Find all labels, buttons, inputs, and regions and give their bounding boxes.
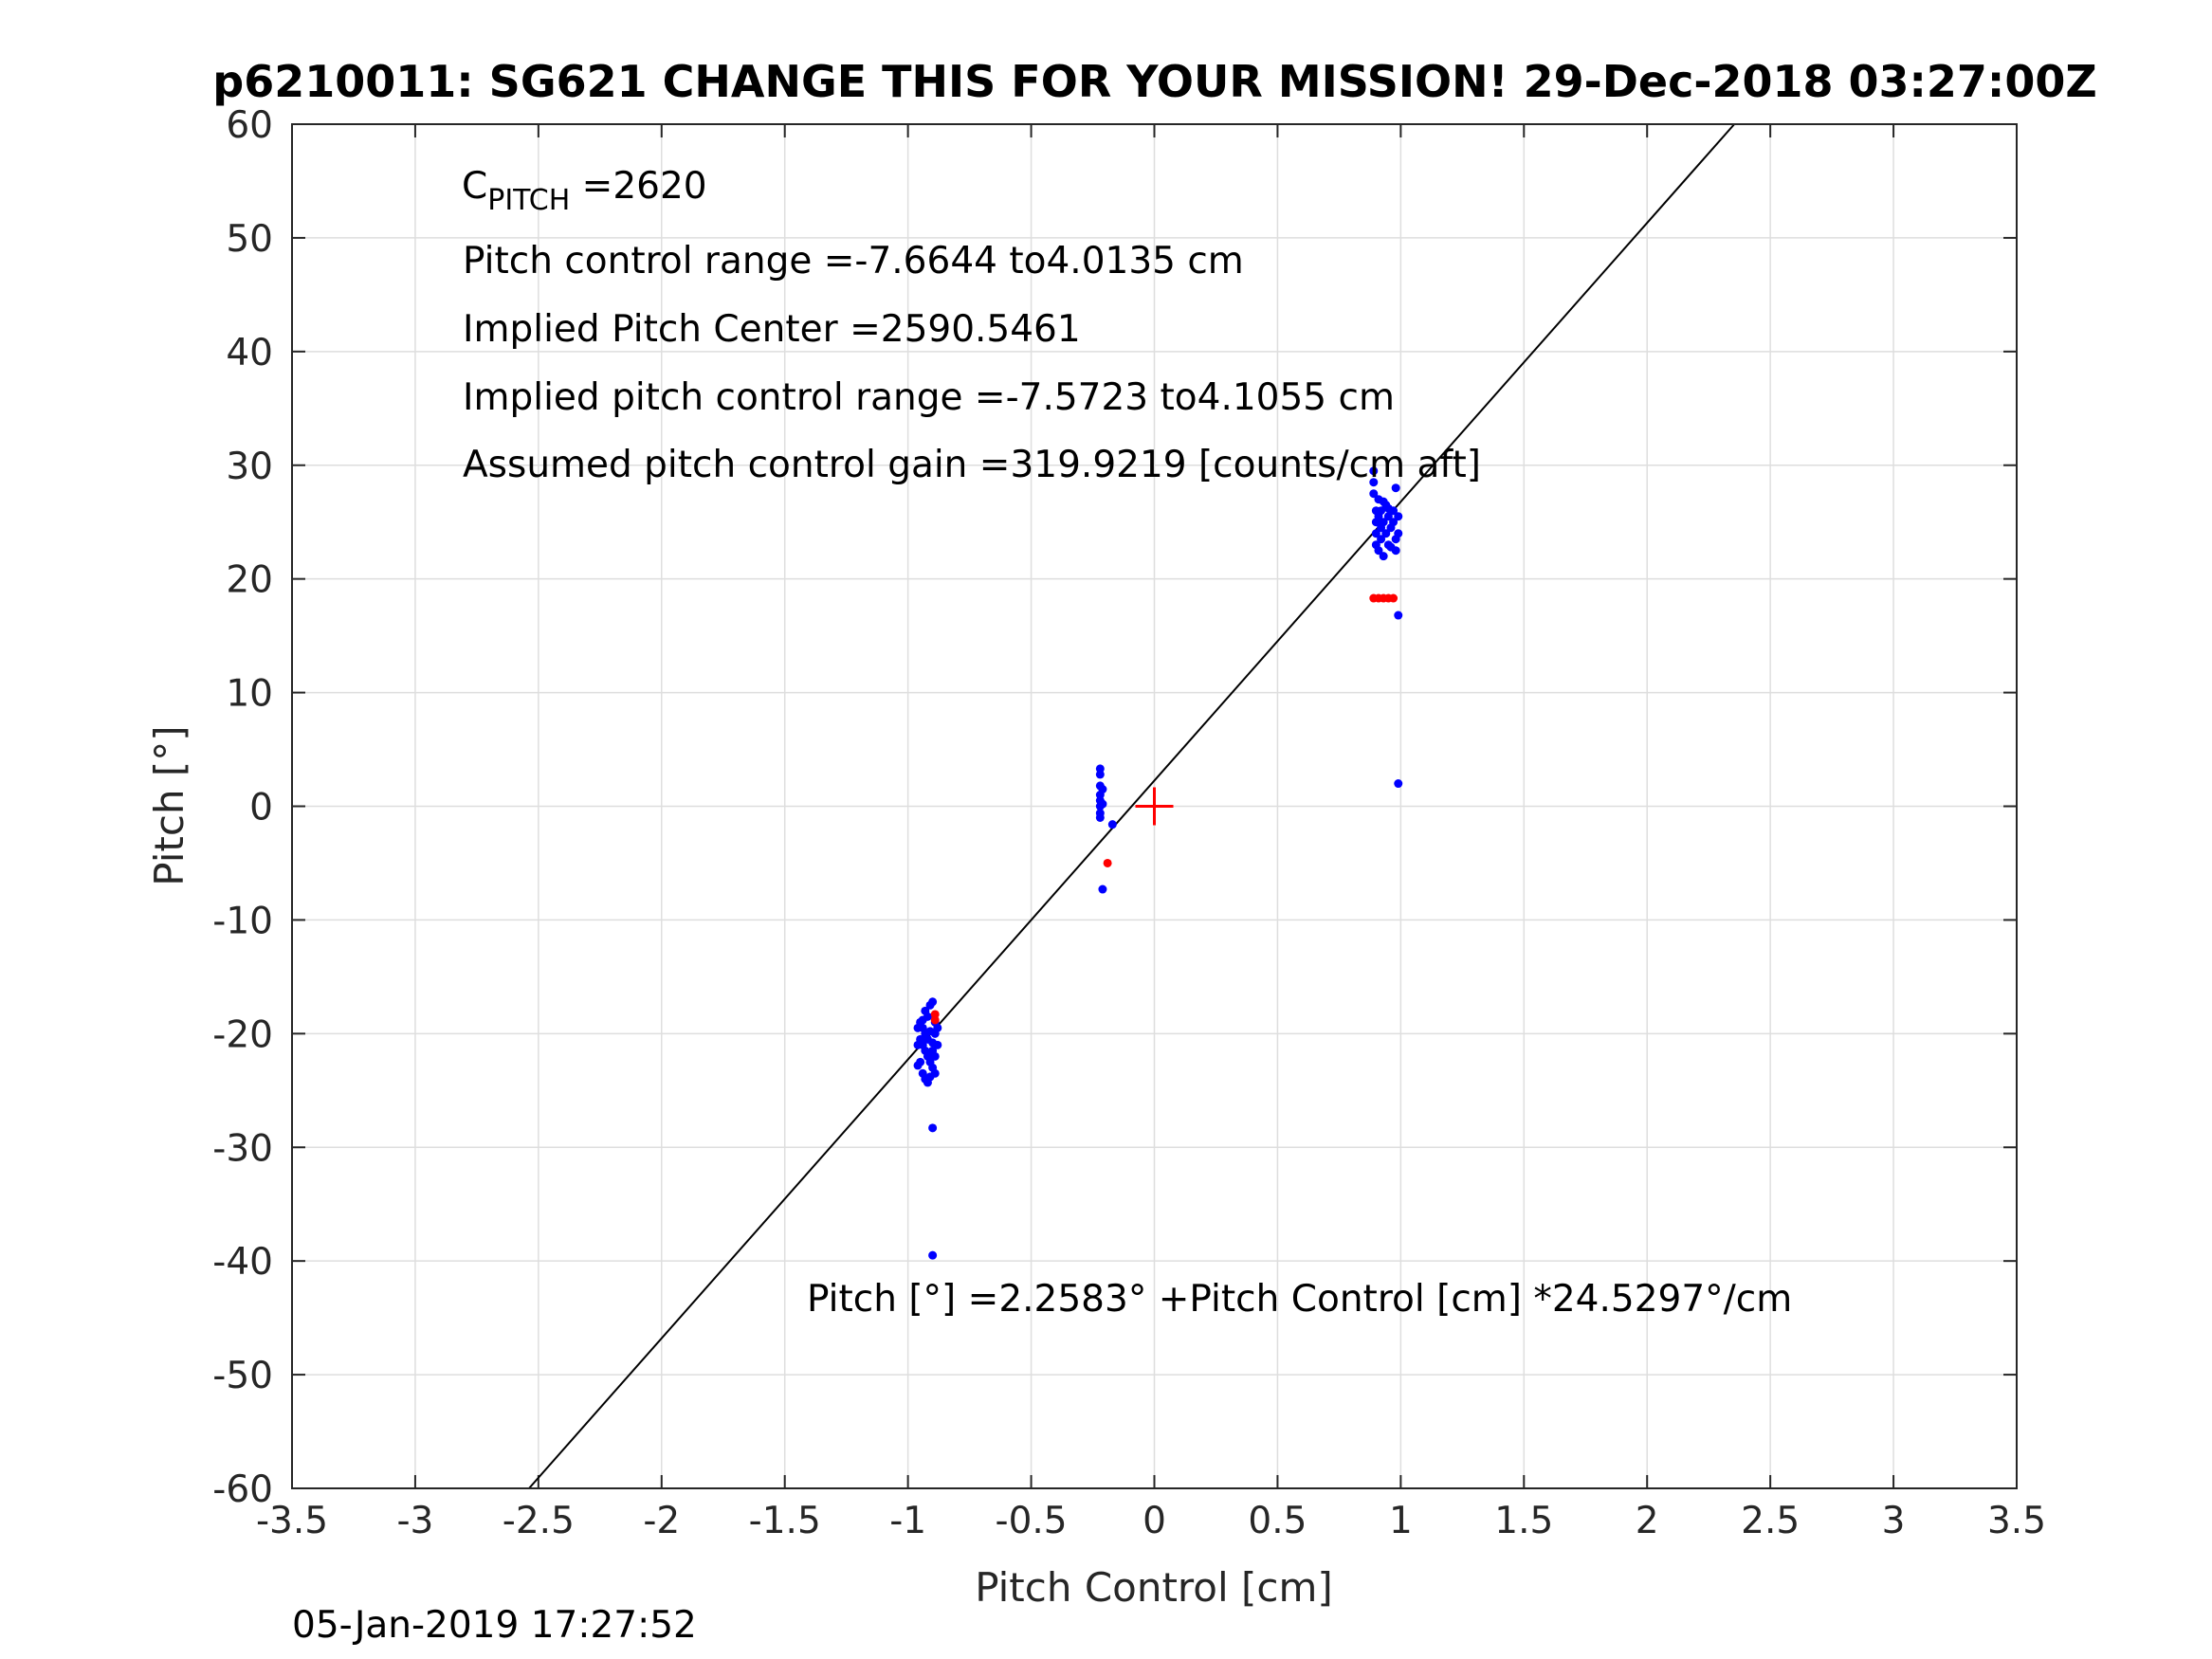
data-point-blue (1394, 611, 1403, 620)
data-point-blue (933, 1040, 942, 1049)
x-tick-label: 0 (1143, 1500, 1166, 1542)
data-point-blue (933, 1023, 942, 1032)
data-point-blue (1369, 478, 1379, 487)
data-point-red (1389, 593, 1398, 603)
data-point-blue (1095, 770, 1105, 779)
data-point-blue (913, 1040, 923, 1049)
annotation-cpitch-value: =2620 (570, 165, 706, 208)
x-tick-label: 2.5 (1741, 1500, 1800, 1542)
data-point-blue (928, 997, 938, 1007)
x-tick-label: -2 (643, 1500, 680, 1542)
data-point-blue (1379, 497, 1388, 506)
data-point-blue (1391, 546, 1400, 556)
data-point-blue (1383, 503, 1393, 513)
data-point-red (1103, 858, 1112, 867)
annotation-range: Pitch control range =-7.6644 to4.0135 cm (463, 240, 1244, 283)
y-tick-label: -40 (212, 1241, 273, 1284)
x-tick-label: 0.5 (1248, 1500, 1307, 1542)
data-point-blue (1098, 799, 1107, 809)
y-tick-labels: 60 50 40 30 20 10 0 -10 -20 -30 -40 -50 -60 (212, 104, 273, 1511)
y-tick-label: 50 (226, 218, 273, 261)
data-point-blue (1383, 512, 1393, 521)
chart-title: p6210011: SG621 CHANGE THIS FOR YOUR MIS… (212, 56, 2096, 107)
data-point-blue (1377, 535, 1386, 544)
data-point-blue (928, 1250, 938, 1260)
annotation-cpitch-main: C (462, 165, 487, 208)
data-point-blue (1095, 812, 1105, 822)
y-tick-label: -50 (212, 1355, 273, 1397)
data-point-blue (1107, 820, 1117, 830)
data-point-blue (930, 1051, 940, 1061)
y-axis-label: Pitch [°] (146, 725, 192, 885)
data-point-blue (913, 1061, 923, 1070)
annotation-cpitch: CPITCH =2620 (462, 165, 707, 217)
data-point-blue (1377, 506, 1386, 516)
data-point-blue (913, 1023, 923, 1032)
x-tick-label: -0.5 (996, 1500, 1068, 1542)
fit-line (528, 123, 1735, 1489)
x-tick-label: -3.5 (256, 1500, 328, 1542)
data-point-blue (1374, 546, 1383, 556)
annotation-implied-range: Implied pitch control range =-7.5723 to4… (463, 376, 1395, 419)
data-point-blue (1394, 512, 1403, 521)
data-point-blue (1098, 884, 1107, 894)
data-point-blue (1381, 529, 1391, 538)
data-point-blue (1394, 779, 1403, 789)
data-point-blue (923, 1034, 932, 1044)
y-tick-label: -20 (212, 1013, 273, 1056)
data-point-blue (1371, 529, 1380, 538)
x-tick-label: 3 (1882, 1500, 1906, 1542)
y-tick-label: 20 (226, 559, 273, 602)
y-tick-label: 40 (226, 332, 273, 374)
data-point-blue (1379, 518, 1388, 527)
y-tick-label: 60 (226, 104, 273, 147)
data-point-blue (1369, 466, 1379, 476)
center-marker (1135, 787, 1174, 826)
x-tick-label: 3.5 (1987, 1500, 2046, 1542)
data-point-blue (928, 1123, 938, 1133)
annotation-cpitch-subscript: PITCH (487, 184, 570, 217)
y-tick-label: -10 (212, 900, 273, 942)
x-tick-label: 1 (1389, 1500, 1413, 1542)
annotation-equation: Pitch [°] =2.2583° +Pitch Control [cm] *… (807, 1278, 1792, 1321)
x-tick-label: 1.5 (1494, 1500, 1553, 1542)
data-point-blue (921, 1006, 930, 1015)
x-tick-label: -3 (396, 1500, 433, 1542)
data-point-blue (1391, 483, 1400, 493)
annotation-center: Implied Pitch Center =2590.5461 (463, 308, 1081, 351)
data-point-blue (925, 1027, 935, 1036)
data-point-blue (1394, 529, 1403, 538)
data-points (913, 466, 1403, 1260)
y-tick-label: 0 (249, 787, 273, 830)
data-point-blue (918, 1015, 927, 1025)
x-tick-label: 2 (1636, 1500, 1659, 1542)
x-tick-label: -2.5 (503, 1500, 575, 1542)
x-tick-label: -1.5 (749, 1500, 821, 1542)
data-point-blue (1369, 489, 1379, 499)
plot-frame (291, 123, 2018, 1489)
data-point-blue (1389, 518, 1398, 527)
y-tick-label: -60 (212, 1468, 273, 1511)
x-tick-label: -1 (889, 1500, 926, 1542)
annotations: CPITCH =2620 Pitch control range =-7.664… (462, 165, 1792, 1321)
data-point-blue (1098, 785, 1107, 794)
y-tick-label: 10 (226, 673, 273, 716)
annotation-gain: Assumed pitch control gain =319.9219 [co… (463, 444, 1481, 486)
fit-line-group (528, 123, 1735, 1489)
data-point-blue (930, 1068, 940, 1078)
data-point-blue (1379, 552, 1388, 561)
x-tick-labels: -3.5 -3 -2.5 -2 -1.5 -1 -0.5 0 0.5 1 1.5 2 2.5 3 3.5 (256, 1500, 2046, 1542)
y-tick-label: 30 (226, 446, 273, 488)
data-point-red (930, 1015, 940, 1025)
x-axis-label: Pitch Control [cm] (975, 1564, 1333, 1611)
y-tick-label: -30 (212, 1127, 273, 1170)
footer-timestamp: 05-Jan-2019 17:27:52 (292, 1604, 697, 1647)
